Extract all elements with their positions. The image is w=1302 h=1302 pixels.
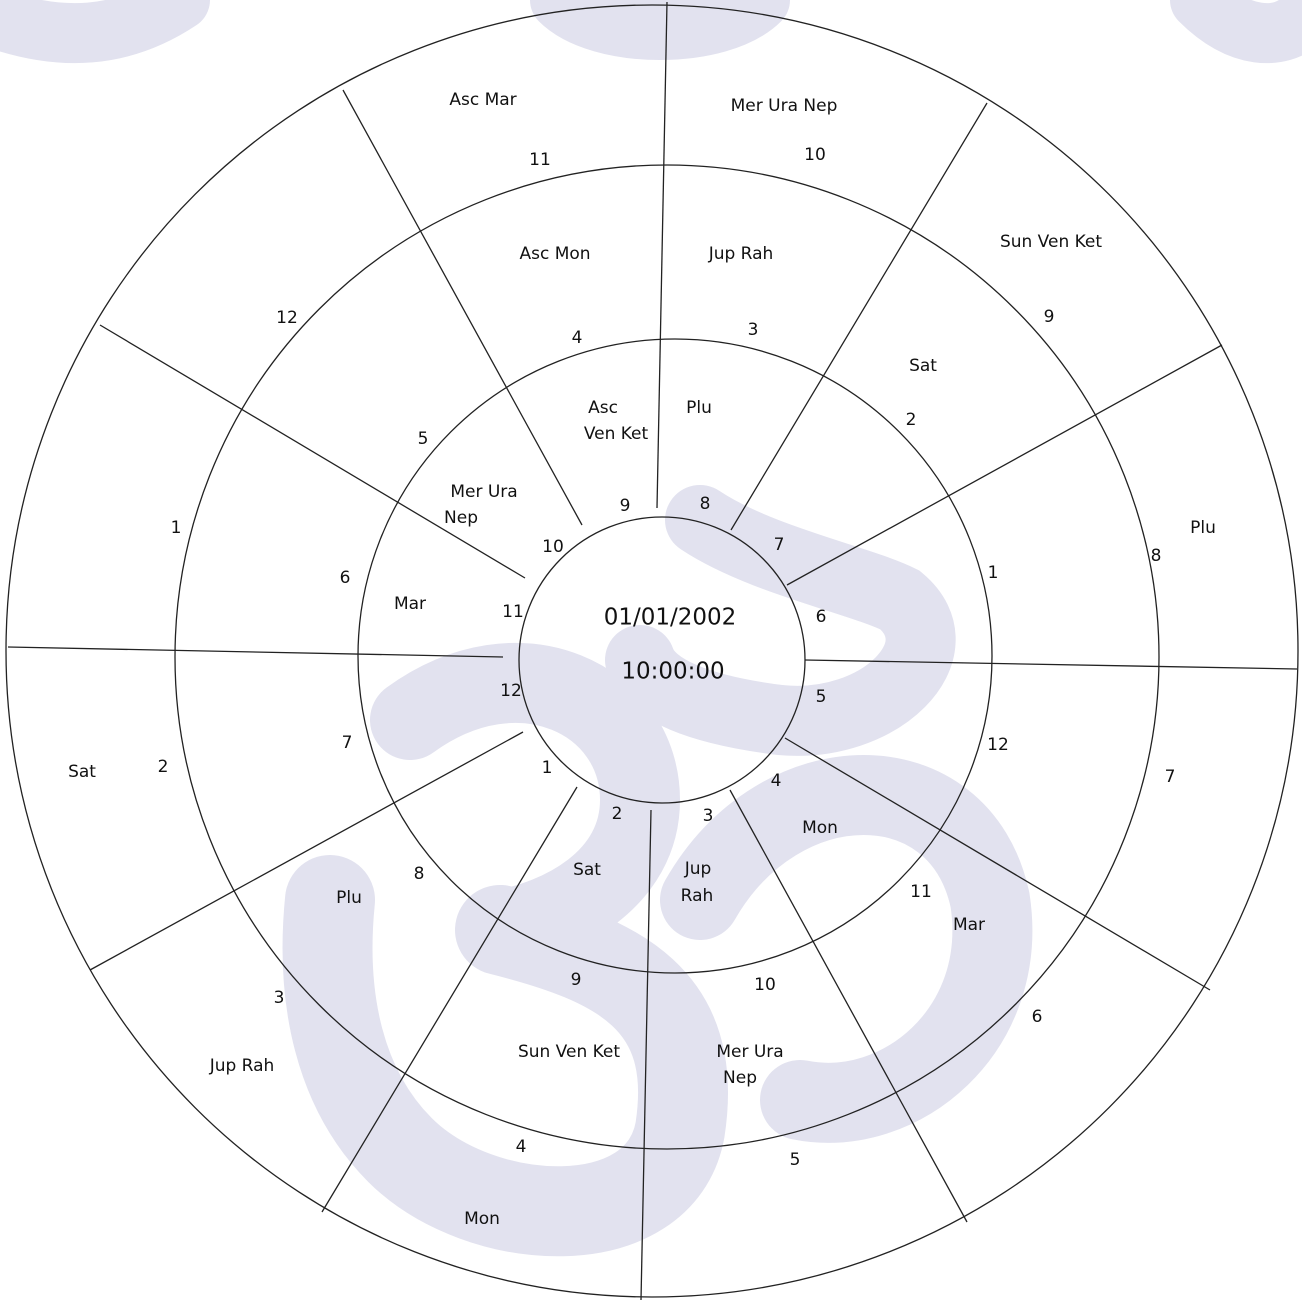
house-number: 6	[1032, 1007, 1043, 1027]
house-number: 9	[1044, 307, 1055, 327]
house-number: 12	[276, 308, 298, 328]
house-number: 5	[418, 429, 429, 449]
house-number: 2	[906, 410, 917, 430]
planet-label: Sat	[68, 762, 96, 782]
house-number: 8	[700, 494, 711, 514]
planet-label: Mar	[394, 594, 426, 614]
house-number: 8	[414, 864, 425, 884]
house-number: 10	[542, 537, 564, 557]
house-number: 11	[529, 150, 551, 170]
planet-label: Nep	[723, 1068, 757, 1088]
planet-label: Rah	[681, 886, 714, 906]
house-number: 3	[274, 988, 285, 1008]
house-number: 1	[542, 758, 553, 778]
planet-label: Plu	[686, 398, 712, 418]
planet-label: Plu	[336, 888, 362, 908]
spoke	[731, 103, 987, 530]
house-number: 3	[703, 806, 714, 826]
planet-label: Sat	[909, 356, 937, 376]
house-number: 3	[748, 320, 759, 340]
planet-label: Mer Ura	[450, 482, 517, 502]
planet-label: Asc Mar	[449, 90, 516, 110]
house-number: 12	[500, 681, 522, 701]
spoke	[657, 2, 667, 508]
planet-label: Asc Mon	[519, 244, 590, 264]
planet-label: Mon	[802, 818, 838, 838]
planet-label: Mer Ura Nep	[731, 96, 838, 116]
page: 01/01/2002 10:00:00 111098765432112Asc M…	[0, 0, 1302, 1302]
chart-date: 01/01/2002	[604, 605, 737, 631]
house-number: 9	[620, 496, 631, 516]
chart-time: 10:00:00	[621, 659, 724, 685]
planet-label: Asc	[588, 398, 618, 418]
house-number: 10	[804, 145, 826, 165]
house-number: 11	[502, 602, 524, 622]
house-number: 1	[988, 563, 999, 583]
planet-label: Sat	[573, 860, 601, 880]
house-number: 4	[572, 328, 583, 348]
planet-label: Sun Ven Ket	[518, 1042, 620, 1062]
house-number: 4	[771, 771, 782, 791]
planet-label: Mon	[464, 1209, 500, 1229]
planet-label: Plu	[1190, 518, 1216, 538]
house-number: 5	[790, 1150, 801, 1170]
planet-label: Mar	[953, 915, 985, 935]
planet-label: Jup Rah	[708, 244, 774, 264]
house-number: 12	[987, 735, 1009, 755]
house-number: 7	[1165, 767, 1176, 787]
planet-label: Mer Ura	[716, 1042, 783, 1062]
house-number: 7	[342, 733, 353, 753]
house-number: 4	[516, 1137, 527, 1157]
house-number: 8	[1151, 546, 1162, 566]
spoke	[100, 325, 525, 578]
planet-label: Jup	[684, 859, 712, 879]
chart-wheel: 01/01/2002 10:00:00 111098765432112Asc M…	[0, 0, 1302, 1302]
house-number: 6	[816, 607, 827, 627]
house-number: 2	[612, 804, 623, 824]
planet-label: Ven Ket	[584, 424, 649, 444]
planet-label: Nep	[444, 508, 478, 528]
house-number: 9	[571, 970, 582, 990]
spoke	[8, 647, 503, 657]
house-number: 1	[171, 518, 182, 538]
house-number: 2	[158, 757, 169, 777]
planet-label: Jup Rah	[209, 1056, 275, 1076]
house-number: 5	[816, 687, 827, 707]
house-number: 6	[340, 568, 351, 588]
house-number: 11	[910, 882, 932, 902]
planet-label: Sun Ven Ket	[1000, 232, 1102, 252]
house-number: 7	[774, 535, 785, 555]
house-number: 10	[754, 975, 776, 995]
